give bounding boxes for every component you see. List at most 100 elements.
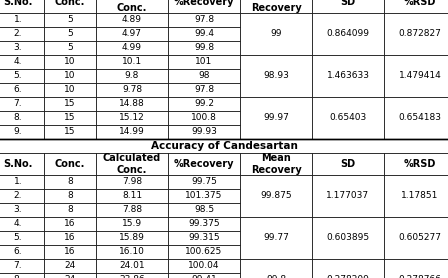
Bar (384, 13, 448, 55)
Bar (168, 27, 240, 41)
Bar (96, 259, 168, 273)
Text: 99.875: 99.875 (260, 192, 292, 200)
Bar (44, 0, 96, 13)
Text: 10: 10 (64, 58, 76, 66)
Text: 97.8: 97.8 (194, 16, 214, 24)
Text: 1.463633: 1.463633 (327, 71, 370, 81)
Bar (0, 111, 44, 125)
Text: 0.605277: 0.605277 (399, 234, 441, 242)
Bar (44, 231, 96, 245)
Text: 5: 5 (67, 43, 73, 53)
Text: %RSD: %RSD (404, 0, 436, 7)
Bar (384, 259, 448, 278)
Bar (168, 13, 240, 27)
Text: 6.: 6. (14, 86, 22, 95)
Text: 5: 5 (67, 29, 73, 38)
Bar (168, 97, 240, 111)
Text: 16.10: 16.10 (119, 247, 145, 257)
Text: 7.: 7. (14, 100, 22, 108)
Bar (384, 0, 448, 13)
Text: 8.: 8. (14, 113, 22, 123)
Bar (168, 217, 240, 231)
Text: 3.: 3. (14, 43, 22, 53)
Text: 15.89: 15.89 (119, 234, 145, 242)
Text: 14.99: 14.99 (119, 128, 145, 136)
Text: 10.1: 10.1 (122, 58, 142, 66)
Text: Calculated
Conc.: Calculated Conc. (103, 153, 161, 175)
Bar (96, 175, 168, 189)
Bar (0, 55, 44, 69)
Text: 99.2: 99.2 (194, 100, 214, 108)
Text: 4.99: 4.99 (122, 43, 142, 53)
Bar (240, 153, 312, 175)
Bar (96, 153, 168, 175)
Bar (44, 13, 96, 27)
Text: 15.12: 15.12 (119, 113, 145, 123)
Bar (168, 111, 240, 125)
Text: Accuracy of Candesartan: Accuracy of Candesartan (151, 141, 297, 151)
Bar (168, 83, 240, 97)
Bar (96, 231, 168, 245)
Text: %Recovery: %Recovery (174, 159, 234, 169)
Text: 1.: 1. (14, 16, 22, 24)
Bar (384, 55, 448, 97)
Bar (0, 41, 44, 55)
Bar (0, 273, 44, 278)
Text: SD: SD (340, 159, 356, 169)
Bar (0, 13, 44, 27)
Bar (0, 0, 448, 139)
Bar (96, 69, 168, 83)
Bar (312, 259, 384, 278)
Bar (240, 0, 312, 13)
Text: 4.: 4. (14, 220, 22, 229)
Bar (168, 0, 240, 13)
Text: 16: 16 (64, 220, 76, 229)
Text: 0.278209: 0.278209 (327, 275, 370, 278)
Text: 98.5: 98.5 (194, 205, 214, 215)
Bar (0, 83, 44, 97)
Text: S.No.: S.No. (3, 159, 33, 169)
Text: 15: 15 (64, 128, 76, 136)
Text: 2.: 2. (14, 29, 22, 38)
Text: 5.: 5. (14, 71, 22, 81)
Text: 8.: 8. (14, 275, 22, 278)
Bar (384, 97, 448, 139)
Bar (96, 97, 168, 111)
Bar (312, 217, 384, 259)
Text: 99.77: 99.77 (263, 234, 289, 242)
Bar (96, 0, 168, 13)
Bar (44, 153, 96, 175)
Text: 100.625: 100.625 (185, 247, 223, 257)
Bar (0, 175, 44, 189)
Bar (0, 27, 44, 41)
Text: 101: 101 (195, 58, 213, 66)
Bar (168, 245, 240, 259)
Text: 15: 15 (64, 113, 76, 123)
Text: 15.9: 15.9 (122, 220, 142, 229)
Bar (0, 139, 448, 153)
Text: 101.375: 101.375 (185, 192, 223, 200)
Bar (168, 153, 240, 175)
Text: 10: 10 (64, 71, 76, 81)
Bar (44, 189, 96, 203)
Bar (96, 55, 168, 69)
Bar (168, 259, 240, 273)
Bar (312, 153, 384, 175)
Text: 8: 8 (67, 205, 73, 215)
Text: 9.8: 9.8 (125, 71, 139, 81)
Text: 9.: 9. (14, 128, 22, 136)
Text: 16: 16 (64, 234, 76, 242)
Bar (168, 125, 240, 139)
Bar (44, 27, 96, 41)
Bar (312, 13, 384, 55)
Bar (240, 259, 312, 278)
Bar (96, 13, 168, 27)
Bar (168, 55, 240, 69)
Bar (168, 69, 240, 83)
Text: SD: SD (340, 0, 356, 7)
Bar (168, 189, 240, 203)
Bar (44, 125, 96, 139)
Bar (44, 203, 96, 217)
Text: 1.177037: 1.177037 (327, 192, 370, 200)
Text: 99.97: 99.97 (263, 113, 289, 123)
